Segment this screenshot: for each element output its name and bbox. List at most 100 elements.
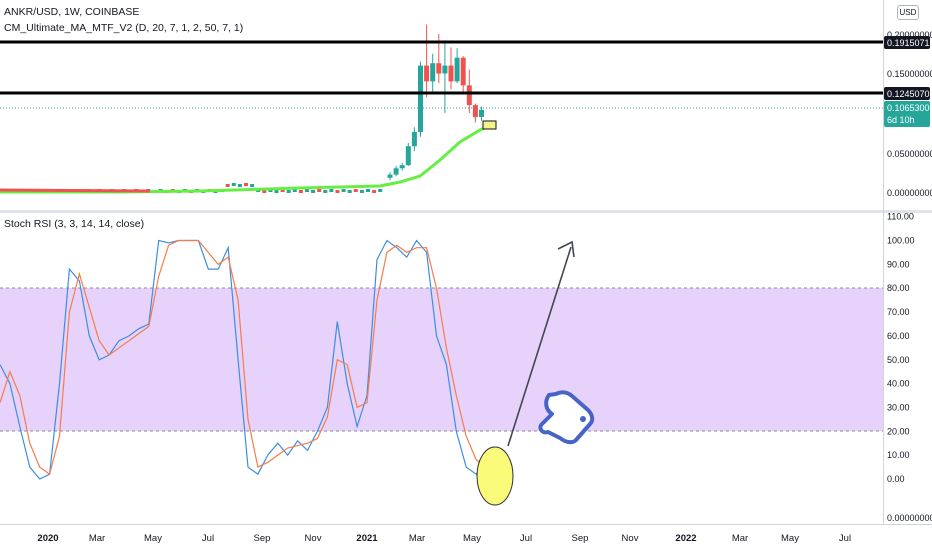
candle-body <box>399 165 405 169</box>
candle-body <box>460 57 466 86</box>
price-highlight-box[interactable] <box>482 120 497 130</box>
history-candle <box>323 190 328 193</box>
time-tick-label: Jul <box>839 533 851 544</box>
time-tick-label: Sep <box>254 533 271 544</box>
rsi-tick-label: 90.00 <box>887 259 910 269</box>
price-series <box>0 24 495 194</box>
history-candle <box>335 190 340 193</box>
indicator-legend[interactable]: CM_Ultimate_MA_MTF_V2 (D, 20, 7, 1, 2, 5… <box>4 22 244 34</box>
bottom-axis-label: 0.00000000 <box>887 513 932 523</box>
history-candle <box>225 184 230 187</box>
rsi-tick-label: 110.00 <box>887 212 914 222</box>
trend-arrow-line[interactable] <box>507 246 572 447</box>
rsi-tick-label: 100.00 <box>887 236 915 246</box>
rsi-tick-label: 0.00 <box>887 474 905 484</box>
history-candle <box>305 189 309 192</box>
time-tick-label: Sep <box>572 533 589 544</box>
time-tick-label: May <box>781 533 799 544</box>
history-candle <box>231 183 236 186</box>
history-candle <box>347 190 352 193</box>
history-candle <box>341 189 346 192</box>
time-tick-label: Jul <box>520 533 532 544</box>
rsi-tick-label: 20.00 <box>887 426 910 436</box>
history-candle <box>372 190 377 193</box>
history-candle <box>262 190 267 193</box>
history-candle <box>286 190 291 193</box>
moving-average-line <box>0 122 495 194</box>
rsi-legend[interactable]: Stoch RSI (3, 3, 14, 14, close) <box>4 218 145 230</box>
rsi-tick-label: 50.00 <box>887 355 910 365</box>
candle-body <box>479 109 484 117</box>
history-candle <box>237 184 242 187</box>
candle-body <box>472 105 478 117</box>
time-tick-label: Jul <box>202 533 214 544</box>
price-tick-label: 0.00000000 <box>887 188 932 198</box>
history-candle <box>359 190 364 193</box>
time-tick-label: Mar <box>732 533 748 544</box>
history-candle <box>250 184 255 187</box>
candle-body <box>454 57 460 82</box>
history-candle <box>280 189 285 192</box>
current-price-badge <box>884 101 930 127</box>
history-candle <box>366 189 370 192</box>
moving-average-red-segment <box>0 188 151 193</box>
countdown-text: 6d 10h <box>887 115 915 125</box>
time-tick-label: 2020 <box>37 533 58 544</box>
rsi-tick-label: 70.00 <box>887 307 910 317</box>
rsi-series <box>0 239 497 480</box>
time-tick-label: 2022 <box>675 533 696 544</box>
history-candle <box>298 190 303 193</box>
time-axis[interactable]: 2020 Mar May Jul Sep Nov 2021 Mar May Jul Sep Nov 20… <box>37 533 851 544</box>
history-candle <box>311 190 316 193</box>
highlight-ellipse[interactable] <box>476 446 514 506</box>
rsi-tick-label: 40.00 <box>887 379 910 389</box>
time-tick-label: Mar <box>409 533 425 544</box>
history-candle <box>274 190 279 193</box>
candle-body <box>393 168 399 175</box>
candle-body <box>448 65 454 82</box>
candle-body <box>430 63 436 82</box>
history-candle <box>329 189 334 192</box>
time-tick-label: Nov <box>622 533 639 544</box>
time-tick-label: Nov <box>305 533 322 544</box>
history-candle <box>244 183 248 186</box>
stoch-k-line <box>0 239 497 480</box>
price-tick-label: 0.20000000 <box>887 30 932 40</box>
time-tick-label: May <box>463 533 481 544</box>
pointing-hand-icon[interactable] <box>538 390 595 445</box>
history-candle <box>378 189 383 192</box>
rsi-axis[interactable]: 110.00 100.00 90.00 80.00 70.00 60.00 50.00 40.… <box>887 212 915 484</box>
history-candle <box>292 189 297 192</box>
currency-button[interactable]: USD <box>897 5 919 20</box>
history-candle <box>317 189 322 192</box>
current-price-text: 0.10653000 <box>887 103 932 113</box>
price-axis[interactable]: 0.20000000 0.15000000 0.05000000 0.00000… <box>884 30 932 198</box>
rsi-tick-label: 10.00 <box>887 450 910 460</box>
trend-arrow-head[interactable] <box>557 240 575 258</box>
history-candle <box>353 189 358 192</box>
level-badge-low <box>884 87 930 100</box>
price-tick-label: 0.05000000 <box>887 149 932 159</box>
price-pane[interactable] <box>0 0 883 210</box>
level-badge-low-text: 0.12450707 <box>887 89 932 99</box>
symbol-legend[interactable]: ANKR/USD, 1W, COINBASE <box>4 6 140 18</box>
time-tick-label: Mar <box>89 533 105 544</box>
candle-body <box>466 85 472 106</box>
rsi-overbought-oversold-band <box>0 288 883 431</box>
candle-body <box>411 131 417 147</box>
stoch-d-line <box>0 239 497 476</box>
rsi-tick-label: 80.00 <box>887 283 910 293</box>
candle-body <box>436 63 442 74</box>
level-badge-high-text: 0.19150713 <box>887 38 932 48</box>
time-tick-label: 2021 <box>356 533 378 544</box>
rsi-tick-label: 60.00 <box>887 331 910 341</box>
candle-body <box>387 174 393 178</box>
rsi-tick-label: 30.00 <box>887 402 910 412</box>
candle-body <box>405 146 411 166</box>
history-candle <box>268 189 273 192</box>
candle-body <box>424 65 430 82</box>
level-badge-high <box>884 36 930 49</box>
candle-body <box>418 65 423 132</box>
time-tick-label: May <box>144 533 162 544</box>
